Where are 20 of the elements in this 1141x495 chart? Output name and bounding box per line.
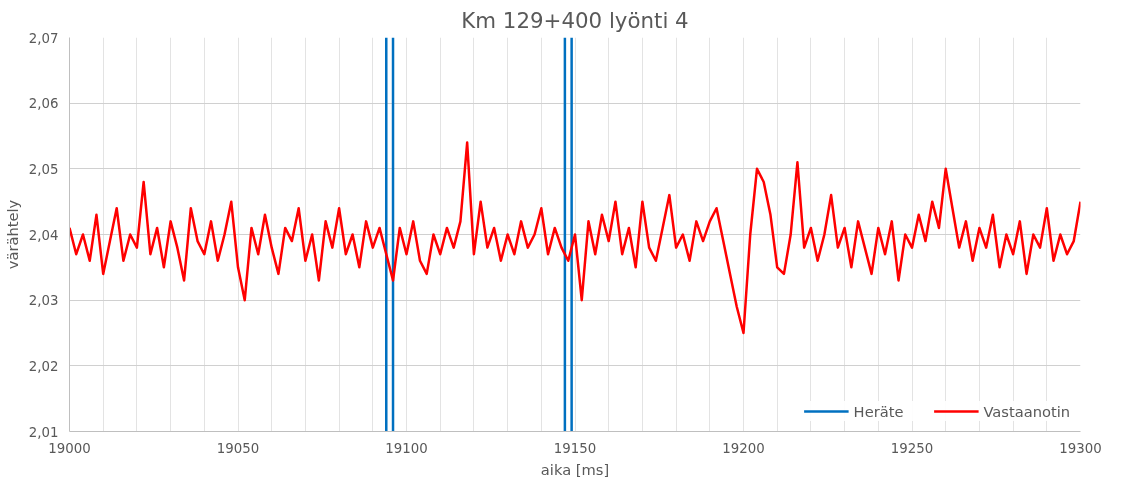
x-tick-label: 19250 bbox=[890, 440, 934, 456]
x-tick-label: 19100 bbox=[385, 440, 428, 456]
x-tick-label: 19050 bbox=[216, 440, 260, 456]
y-tick-label: 2,01 bbox=[28, 424, 59, 440]
x-axis-title: aika [ms] bbox=[540, 460, 610, 478]
y-tick-label: 2,06 bbox=[28, 96, 59, 112]
y-tick-label: 2,02 bbox=[28, 358, 59, 374]
legend-label: Heräte bbox=[853, 402, 904, 420]
y-axis-title: värähtely bbox=[3, 199, 21, 270]
x-tick-label: 19300 bbox=[1059, 440, 1102, 456]
chart-title: Km 129+400 lyönti 4 bbox=[461, 7, 689, 33]
y-tick-label: 2,05 bbox=[28, 161, 59, 177]
y-tick-label: 2,07 bbox=[28, 30, 59, 46]
y-tick-label: 2,04 bbox=[28, 227, 59, 243]
legend-label: Vastaanotin bbox=[983, 402, 1070, 420]
x-tick-label: 19200 bbox=[722, 440, 765, 456]
x-tick-label: 19150 bbox=[553, 440, 597, 456]
line-series bbox=[69, 141, 1081, 335]
y-tick-label: 2,03 bbox=[28, 293, 59, 309]
x-tick-label: 19000 bbox=[48, 440, 91, 456]
